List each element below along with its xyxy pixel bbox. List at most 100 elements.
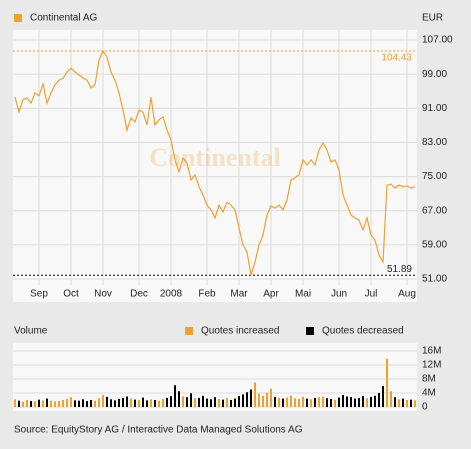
volume-bar xyxy=(270,388,272,407)
volume-bar xyxy=(222,399,224,407)
volume-bar xyxy=(278,397,280,407)
volume-bar xyxy=(202,395,204,407)
y-tick-label: 75.00 xyxy=(422,171,447,182)
volume-bar xyxy=(54,401,56,407)
x-tick-label: Apr xyxy=(263,289,279,300)
volume-bar xyxy=(58,401,60,407)
x-tick-label: 2008 xyxy=(160,289,183,300)
legend-swatch xyxy=(306,327,314,335)
y-tick-label: 67.00 xyxy=(422,205,447,216)
volume-bar xyxy=(298,398,300,407)
volume-bar xyxy=(94,400,96,407)
volume-bar xyxy=(166,397,168,407)
volume-bar xyxy=(106,396,108,407)
x-tick-label: Jul xyxy=(365,289,378,300)
y-tick-label: 107.00 xyxy=(422,35,453,46)
volume-bar xyxy=(310,399,312,407)
x-tick-label: Oct xyxy=(63,289,79,300)
volume-bar xyxy=(162,398,164,407)
volume-bar xyxy=(34,401,36,407)
volume-bar xyxy=(102,395,104,407)
volume-bar xyxy=(350,397,352,407)
y-tick-label: 99.00 xyxy=(422,69,447,80)
legend-label: Quotes decreased xyxy=(322,326,404,337)
volume-bar xyxy=(230,400,232,407)
volume-bar xyxy=(190,393,192,407)
y-tick-label: 4M xyxy=(422,388,436,399)
high-label: 104.43 xyxy=(381,53,412,64)
y-tick-label: 8M xyxy=(422,374,436,385)
volume-bar xyxy=(282,398,284,407)
volume-bar xyxy=(294,398,296,407)
volume-bar xyxy=(330,398,332,407)
y-tick-label: 12M xyxy=(422,360,441,371)
price-line xyxy=(14,49,416,276)
volume-bar xyxy=(98,398,100,407)
volume-bar xyxy=(394,397,396,407)
y-tick-label: 83.00 xyxy=(422,137,447,148)
volume-bar xyxy=(346,396,348,407)
volume-bar xyxy=(322,396,324,407)
volume-bar xyxy=(414,400,416,407)
volume-bar xyxy=(250,389,252,407)
volume-bar xyxy=(130,398,132,407)
volume-bar xyxy=(186,397,188,407)
x-tick-label: Nov xyxy=(94,289,112,300)
volume-bar xyxy=(194,398,196,407)
volume-bar xyxy=(126,396,128,407)
volume-bar xyxy=(66,398,68,407)
volume-bar xyxy=(18,400,20,407)
volume-bar xyxy=(118,398,120,407)
volume-bar xyxy=(214,397,216,407)
volume-bar xyxy=(86,401,88,407)
legend-swatch xyxy=(185,327,193,335)
volume-bar xyxy=(290,395,292,407)
volume-bar xyxy=(362,396,364,407)
x-tick-label: Feb xyxy=(198,289,216,300)
volume-bar xyxy=(26,400,28,407)
volume-bar xyxy=(198,397,200,407)
volume-bar xyxy=(50,400,52,407)
volume-bar xyxy=(238,396,240,407)
volume-bar xyxy=(146,400,148,407)
volume-bar xyxy=(234,398,236,407)
y-tick-label: 51.00 xyxy=(422,274,447,285)
volume-bar xyxy=(386,358,388,407)
volume-bar xyxy=(78,400,80,407)
volume-bar xyxy=(274,396,276,407)
x-tick-label: Mai xyxy=(295,289,311,300)
volume-bar xyxy=(246,392,248,407)
volume-bar xyxy=(74,400,76,407)
volume-bar xyxy=(70,397,72,407)
volume-bar xyxy=(90,400,92,407)
low-label: 51.89 xyxy=(387,264,412,275)
volume-bar xyxy=(178,391,180,407)
volume-bar xyxy=(314,397,316,407)
volume-bar xyxy=(38,399,40,407)
volume-bar xyxy=(174,385,176,407)
x-tick-label: Mar xyxy=(230,289,248,300)
volume-bar xyxy=(210,399,212,407)
volume-bar xyxy=(382,386,384,407)
x-tick-label: Sep xyxy=(30,289,48,300)
volume-bar xyxy=(30,401,32,407)
volume-bar xyxy=(338,397,340,407)
volume-bar xyxy=(170,396,172,407)
y-tick-label: 59.00 xyxy=(422,239,447,250)
volume-bar xyxy=(326,398,328,407)
volume-bar xyxy=(342,395,344,407)
volume-bar xyxy=(150,399,152,407)
volume-bar xyxy=(142,397,144,407)
volume-bar xyxy=(402,398,404,407)
volume-bar xyxy=(398,399,400,407)
y-tick-label: 0 xyxy=(422,402,428,413)
legend-swatch xyxy=(14,14,22,22)
volume-bar xyxy=(306,398,308,407)
volume-bar xyxy=(378,393,380,407)
volume-bar xyxy=(22,401,24,407)
volume-bar xyxy=(218,398,220,407)
axis-label: EUR xyxy=(422,13,443,24)
volume-bar xyxy=(374,395,376,407)
volume-bar xyxy=(42,400,44,407)
